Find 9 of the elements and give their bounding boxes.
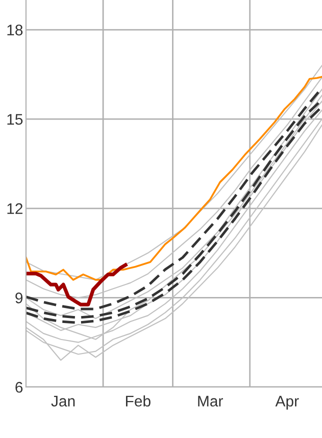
y-tick-label: 15: [7, 114, 23, 125]
x-tick-label: Jan: [51, 396, 75, 407]
y-tick-label: 12: [7, 203, 22, 214]
x-tick-label: Mar: [198, 396, 223, 407]
x-tick-label: Apr: [275, 396, 299, 410]
y-tick-label: 9: [15, 292, 22, 304]
x-tick-label: Feb: [126, 395, 150, 407]
y-tick-label: 18: [7, 24, 23, 36]
y-tick-label: 6: [16, 382, 23, 393]
